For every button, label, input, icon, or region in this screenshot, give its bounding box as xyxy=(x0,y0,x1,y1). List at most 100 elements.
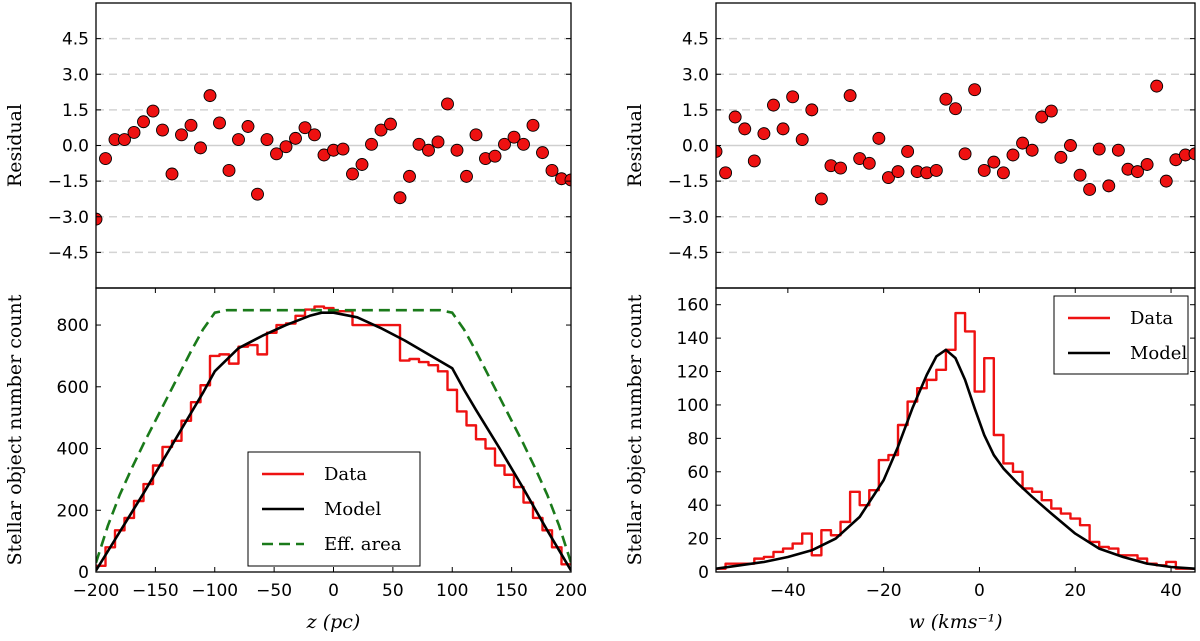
series-line-model xyxy=(96,311,571,572)
y-tick-label: 40 xyxy=(687,496,709,516)
data-point xyxy=(1131,165,1144,179)
data-point xyxy=(536,146,549,160)
data-point xyxy=(1035,110,1049,124)
x-tick-label: 200 xyxy=(555,581,587,601)
data-point xyxy=(507,130,521,144)
data-point xyxy=(1083,182,1097,196)
y-tick-label: 20 xyxy=(687,530,709,550)
data-point xyxy=(355,158,369,171)
data-point xyxy=(949,102,962,116)
y-tick-label: 400 xyxy=(57,440,89,460)
data-point xyxy=(422,143,435,157)
data-point xyxy=(270,147,283,161)
data-point xyxy=(374,123,388,137)
y-tick-label: −4.5 xyxy=(48,243,89,263)
x-tick-label: −50 xyxy=(256,581,292,601)
data-point xyxy=(1016,136,1030,150)
data-point xyxy=(776,122,790,136)
data-point xyxy=(222,163,236,177)
right-residual-panel: −4.5 −3.0 −1.5 0.0 1.5 3.0 4.5 Residual xyxy=(624,2,1196,289)
data-point xyxy=(834,161,847,175)
series-line-data xyxy=(716,311,1195,570)
data-point xyxy=(365,137,378,151)
data-point xyxy=(1140,158,1154,171)
data-point xyxy=(346,167,359,181)
data-point xyxy=(336,142,350,156)
y-tick-label: 200 xyxy=(57,501,89,521)
data-point xyxy=(968,83,982,97)
y-tick-label: 120 xyxy=(677,363,709,383)
y-tick-label: −1.5 xyxy=(668,172,709,192)
data-point xyxy=(1102,179,1116,193)
data-point xyxy=(786,90,800,104)
plot-area xyxy=(716,311,1195,570)
y-tick-label: −4.5 xyxy=(668,243,709,263)
data-point xyxy=(165,167,179,181)
data-point xyxy=(175,128,188,142)
x-tick-label: 0 xyxy=(974,581,985,601)
data-point xyxy=(99,152,112,166)
data-point xyxy=(308,128,321,142)
data-point xyxy=(719,166,733,180)
left-counts-panel: 0 200 400 600 800 −200 −150 −100 −50 0 50 100 150 200… xyxy=(4,287,587,633)
y-tick-label: 100 xyxy=(677,396,709,416)
data-point xyxy=(1064,139,1077,152)
y-axis-title: Stellar object number count xyxy=(624,294,646,565)
y-tick-label: 3.0 xyxy=(682,65,709,85)
data-point xyxy=(767,98,780,112)
data-point xyxy=(393,191,407,205)
plot-area xyxy=(96,37,571,254)
data-point xyxy=(795,133,809,147)
data-point xyxy=(118,133,131,147)
data-point xyxy=(716,144,723,158)
data-point xyxy=(1054,150,1068,164)
data-point xyxy=(564,173,571,187)
data-point xyxy=(498,137,511,151)
data-point xyxy=(260,133,274,147)
x-axis-title: z (pc) xyxy=(306,611,361,633)
data-point xyxy=(891,165,905,179)
data-point xyxy=(289,131,302,145)
data-point xyxy=(728,110,742,124)
plot-area xyxy=(716,37,1195,254)
x-tick-label: −200 xyxy=(73,581,120,601)
y-tick-label: 0.0 xyxy=(682,137,709,157)
data-point xyxy=(156,123,169,137)
data-point xyxy=(137,115,150,129)
data-point xyxy=(213,116,226,130)
y-tick-label: 80 xyxy=(687,429,709,449)
data-point xyxy=(488,149,502,163)
data-point xyxy=(298,121,312,135)
left-residual-panel: −4.5 −3.0 −1.5 0.0 1.5 3.0 4.5 Residual xyxy=(4,2,572,289)
data-point xyxy=(1044,104,1058,118)
data-point xyxy=(757,127,771,141)
data-point xyxy=(232,133,245,147)
x-tick-label: 20 xyxy=(1064,581,1086,601)
x-tick-label: −40 xyxy=(770,581,806,601)
data-point xyxy=(939,92,953,106)
data-point xyxy=(814,192,828,206)
data-point xyxy=(384,117,397,131)
data-point xyxy=(184,118,198,132)
data-point xyxy=(1073,168,1087,182)
y-tick-label: 3.0 xyxy=(62,65,89,85)
data-point xyxy=(526,118,540,132)
y-tick-label: 4.5 xyxy=(62,30,89,50)
data-point xyxy=(1006,148,1020,162)
data-point xyxy=(1188,147,1195,161)
x-tick-label: 50 xyxy=(382,581,404,601)
y-tick-label: 0 xyxy=(78,563,89,583)
data-point xyxy=(241,120,255,133)
data-point xyxy=(412,137,426,151)
data-point xyxy=(1025,143,1039,157)
x-tick-label: −150 xyxy=(132,581,179,601)
y-tick-label: 0 xyxy=(698,563,709,583)
y-tick-label: 4.5 xyxy=(682,30,709,50)
y-tick-label: 1.5 xyxy=(682,101,709,121)
data-point xyxy=(431,135,445,149)
y-tick-label: 600 xyxy=(57,378,89,398)
data-point xyxy=(958,147,972,161)
y-tick-label: 1.5 xyxy=(62,101,89,121)
legend-label: Data xyxy=(324,464,367,485)
